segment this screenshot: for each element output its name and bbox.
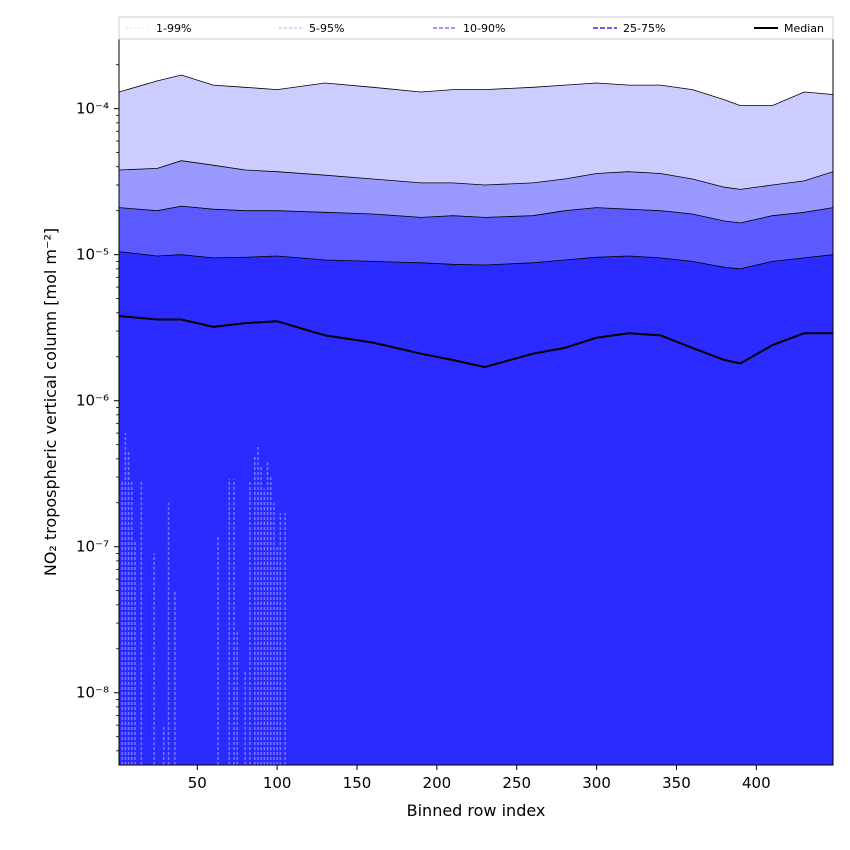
legend-label: 10-90% [463, 22, 505, 35]
plot-area [118, 38, 834, 766]
legend-label: Median [784, 22, 824, 35]
x-tick-label: 250 [502, 774, 531, 792]
y-tick-label: 10⁻⁴ [76, 100, 109, 118]
legend-label: 25-75% [623, 22, 665, 35]
y-tick-label: 10⁻⁶ [76, 392, 109, 410]
band-edge-1-99% [119, 74, 833, 106]
band-25-75% [119, 251, 833, 765]
legend-label: 1-99% [156, 22, 191, 35]
x-tick-label: 50 [188, 774, 207, 792]
band-edge-25-75% [119, 251, 833, 270]
x-axis-label: Binned row index [407, 801, 546, 820]
x-tick-label: 300 [582, 774, 611, 792]
y-axis-label: NO₂ tropospheric vertical column [mol m⁻… [41, 228, 60, 576]
band-edge-10-90% [119, 205, 833, 224]
median-line [119, 315, 833, 369]
y-axis: 10⁻⁸ 10⁻⁷ 10⁻⁶ 10⁻⁵ 10⁻⁴ [76, 64, 119, 752]
x-tick-label: 150 [343, 774, 372, 792]
y-tick-label: 10⁻⁷ [76, 538, 109, 556]
legend-label: 5-95% [309, 22, 344, 35]
legend-box [118, 16, 834, 40]
y-tick-label: 10⁻⁸ [76, 684, 109, 702]
legend: 1-99% 5-95% 10-90% 25-75% Median [118, 16, 834, 40]
x-axis: 50 100 150 200 250 300 350 400 [188, 765, 771, 792]
y-tick-label: 10⁻⁵ [76, 246, 109, 264]
band-edge-5-95% [119, 160, 833, 190]
x-tick-label: 200 [423, 774, 452, 792]
x-tick-label: 100 [263, 774, 292, 792]
x-tick-label: 400 [742, 774, 771, 792]
x-tick-label: 350 [662, 774, 691, 792]
